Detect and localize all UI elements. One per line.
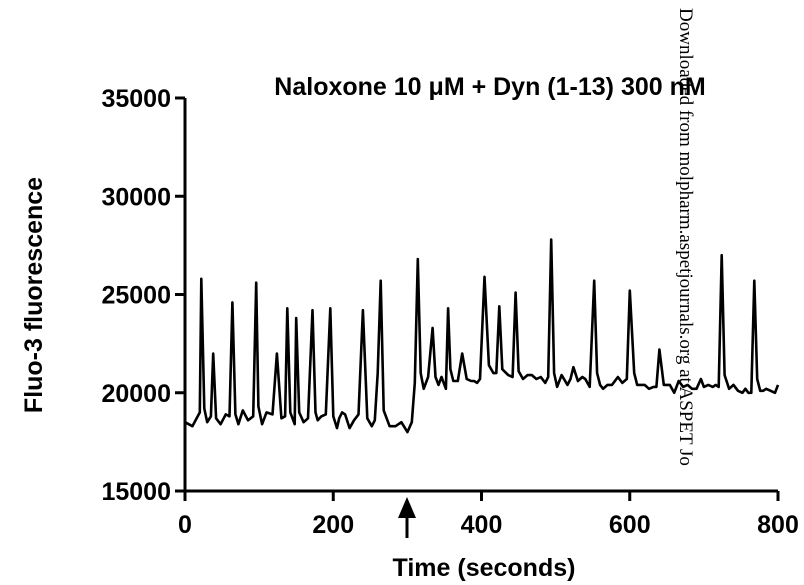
y-tick-label: 20000 <box>101 380 171 408</box>
y-tick-label: 35000 <box>101 85 171 113</box>
y-tick-label: 15000 <box>101 478 171 506</box>
arrow-head <box>398 497 416 518</box>
x-tick-label: 0 <box>178 511 192 539</box>
chart-title: Naloxone 10 μM + Dyn (1-13) 300 nM <box>274 73 705 101</box>
x-tick-label: 800 <box>757 511 799 539</box>
x-tick-label: 400 <box>461 511 503 539</box>
y-tick-label: 30000 <box>101 183 171 211</box>
y-axis-ticks: 15000 20000 25000 30000 35000 <box>101 85 185 506</box>
y-tick-label: 25000 <box>101 282 171 310</box>
watermark-text: Downloaded from molpharm.aspetjournals.o… <box>675 8 696 466</box>
series-line-0 <box>184 238 780 434</box>
plot-area <box>184 238 780 434</box>
y-axis-label: Fluo-3 fluorescence <box>20 177 48 413</box>
x-axis-label: Time (seconds) <box>393 554 576 582</box>
arrow-marker <box>398 497 416 538</box>
x-tick-label: 200 <box>312 511 354 539</box>
x-tick-label: 600 <box>609 511 651 539</box>
x-axis-ticks: 0 200 400 600 800 <box>178 491 799 539</box>
